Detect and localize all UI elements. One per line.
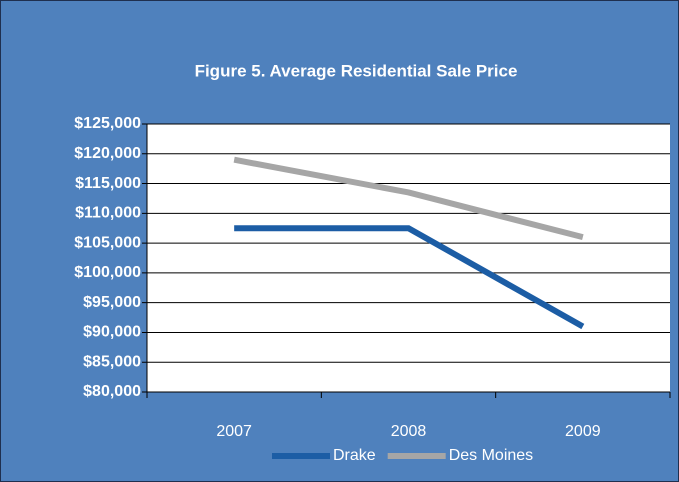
x-tick-label: 2008: [391, 423, 427, 440]
line-series: [233, 156, 584, 241]
y-tick-label: $105,000: [74, 234, 141, 251]
y-tick-label: $125,000: [74, 115, 141, 132]
y-tick-label: $85,000: [83, 353, 141, 370]
y-tick-label: $110,000: [75, 205, 141, 222]
line-series: [234, 225, 585, 330]
legend-label: Drake: [333, 447, 376, 464]
y-tick-label: $95,000: [83, 294, 141, 311]
legend-label: Des Moines: [449, 447, 533, 464]
chart-title: Figure 5. Average Residential Sale Price: [195, 61, 518, 80]
plot-area: [147, 124, 670, 392]
y-tick-label: $115,000: [75, 175, 141, 192]
y-tick-label: $90,000: [83, 324, 141, 341]
y-tick-label: $120,000: [74, 145, 141, 162]
y-tick-label: $80,000: [83, 383, 141, 400]
x-tick-label: 2009: [565, 423, 601, 440]
x-tick-label: 2007: [216, 423, 252, 440]
y-tick-label: $100,000: [74, 264, 141, 281]
